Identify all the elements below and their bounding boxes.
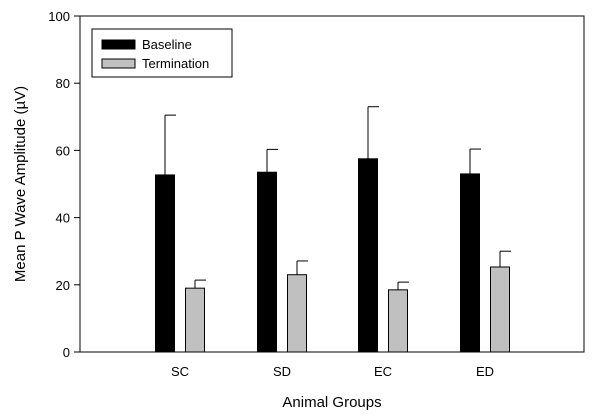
y-axis-title: Mean P Wave Amplitude (µV): [12, 86, 29, 282]
legend-label-baseline: Baseline: [142, 37, 192, 52]
y-tick-label: 80: [56, 76, 70, 91]
legend-label-termination: Termination: [142, 56, 209, 71]
x-tick-label: EC: [374, 364, 392, 379]
bars: [155, 158, 510, 353]
x-axis-title: Animal Groups: [282, 394, 381, 411]
legend-swatch-termination: [101, 58, 136, 69]
bar-baseline-sd: [257, 171, 277, 353]
bar-termination-ec: [388, 289, 408, 353]
x-tick-labels: SC SD EC ED: [171, 364, 494, 379]
y-tick-label: 60: [56, 143, 70, 158]
y-ticks: 0 20 40 60 80 100: [48, 9, 80, 360]
bar-baseline-ed: [460, 173, 480, 353]
bar-baseline-sc: [155, 174, 175, 353]
bar-termination-sd: [287, 274, 307, 353]
bar-termination-ed: [490, 266, 510, 353]
error-bars: [164, 106, 511, 290]
legend-swatch-baseline: [101, 39, 136, 50]
legend: Baseline Termination: [91, 28, 233, 78]
y-tick-label: 20: [56, 278, 70, 293]
y-tick-label: 40: [56, 211, 70, 226]
x-tick-label: ED: [476, 364, 494, 379]
bar-baseline-ec: [358, 158, 378, 353]
plot-frame: [79, 15, 585, 353]
bar-termination-sc: [185, 287, 205, 353]
y-tick-label: 0: [63, 345, 70, 360]
x-tick-label: SD: [273, 364, 291, 379]
y-tick-label: 100: [48, 9, 70, 24]
x-tick-label: SC: [171, 364, 189, 379]
legend-frame: [91, 28, 233, 78]
